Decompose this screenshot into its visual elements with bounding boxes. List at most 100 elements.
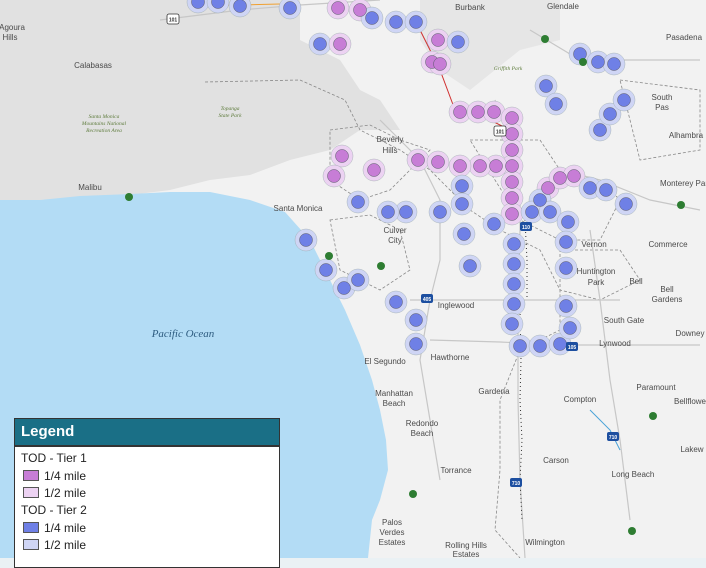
tier2-quarter-buffer[interactable] — [507, 297, 521, 311]
tier2-quarter-buffer[interactable] — [559, 235, 573, 249]
tier1-quarter-buffer[interactable] — [505, 143, 519, 157]
tier2-quarter-buffer[interactable] — [487, 217, 501, 231]
place-manhattan-beach: Beach — [383, 399, 406, 408]
tier2-quarter-buffer[interactable] — [583, 181, 597, 195]
tier2-quarter-buffer[interactable] — [299, 233, 313, 247]
tier2-quarter-buffer[interactable] — [543, 205, 557, 219]
tier1-quarter-buffer[interactable] — [505, 207, 519, 221]
legend-tier1-half: 1/2 mile — [23, 486, 279, 500]
tier2-quarter-buffer[interactable] — [591, 55, 605, 69]
place-rolling-estates: Estates — [453, 550, 480, 558]
shield-110: 110 — [520, 222, 532, 231]
tier1-quarter-buffer[interactable] — [367, 163, 381, 177]
tier2-quarter-buffer[interactable] — [463, 259, 477, 273]
tier2-quarter-buffer[interactable] — [457, 227, 471, 241]
route-marker — [628, 527, 636, 535]
tier2-quarter-buffer[interactable] — [389, 15, 403, 29]
tier2-quarter-buffer[interactable] — [351, 195, 365, 209]
tier2-quarter-buffer[interactable] — [233, 0, 247, 13]
tier2-quarter-buffer[interactable] — [563, 321, 577, 335]
tier2-quarter-buffer[interactable] — [451, 35, 465, 49]
place-inglewood: Inglewood — [438, 301, 474, 310]
tier2-quarter-buffer[interactable] — [365, 11, 379, 25]
tier1-quarter-buffer[interactable] — [505, 159, 519, 173]
tier2-quarter-buffer[interactable] — [455, 179, 469, 193]
tier1-quarter-buffer[interactable] — [431, 155, 445, 169]
tier2-quarter-buffer[interactable] — [507, 237, 521, 251]
tier1-quarter-buffer[interactable] — [487, 105, 501, 119]
tier2-quarter-buffer[interactable] — [593, 123, 607, 137]
place-lynwood: Lynwood — [599, 339, 631, 348]
tier1-quarter-buffer[interactable] — [505, 175, 519, 189]
tier1-half-swatch — [23, 487, 39, 498]
route-marker — [579, 58, 587, 66]
tier2-quarter-buffer[interactable] — [381, 205, 395, 219]
shield-105: 105 — [566, 342, 578, 351]
tier2-quarter-buffer[interactable] — [337, 281, 351, 295]
tier1-quarter-buffer[interactable] — [353, 3, 367, 17]
tier1-quarter-buffer[interactable] — [431, 33, 445, 47]
tier1-quarter-buffer[interactable] — [453, 105, 467, 119]
place-lakewood: Lakew — [680, 445, 703, 454]
tier1-quarter-buffer[interactable] — [505, 191, 519, 205]
tier1-quarter-buffer[interactable] — [567, 169, 581, 183]
tier1-quarter-buffer[interactable] — [505, 111, 519, 125]
tier1-quarter-buffer[interactable] — [489, 159, 503, 173]
tier2-quarter-buffer[interactable] — [559, 299, 573, 313]
tier1-quarter-buffer[interactable] — [553, 171, 567, 185]
tier2-quarter-buffer[interactable] — [549, 97, 563, 111]
tier2-quarter-buffer[interactable] — [513, 339, 527, 353]
tier2-quarter-buffer[interactable] — [525, 205, 539, 219]
tier2-quarter-buffer[interactable] — [211, 0, 225, 9]
tier2-quarter-buffer[interactable] — [409, 15, 423, 29]
tier2-quarter-buffer[interactable] — [607, 57, 621, 71]
legend-title: Legend — [15, 419, 279, 447]
highway-shields: 101 101 405 110 105 710 710 — [125, 13, 685, 535]
tier2-quarter-buffer[interactable] — [319, 263, 333, 277]
tier2-quarter-buffer[interactable] — [505, 317, 519, 331]
legend-tier2-quarter: 1/4 mile — [23, 520, 279, 535]
tier2-quarter-buffer[interactable] — [399, 205, 413, 219]
legend-tier2-half: 1/2 mile — [23, 538, 279, 552]
tier1-quarter-buffer[interactable] — [541, 181, 555, 195]
tier2-quarter-buffer[interactable] — [191, 0, 205, 9]
place-palos-estates: Estates — [379, 538, 406, 547]
place-beverly: Beverly — [377, 135, 404, 144]
tier2-quarter-buffer[interactable] — [283, 1, 297, 15]
tier2-quarter-buffer[interactable] — [603, 107, 617, 121]
tier1-quarter-buffer[interactable] — [411, 153, 425, 167]
tier2-quarter-buffer[interactable] — [313, 37, 327, 51]
tier2-quarter-buffer[interactable] — [539, 79, 553, 93]
tier1-quarter-buffer[interactable] — [333, 37, 347, 51]
tier2-quarter-buffer[interactable] — [617, 93, 631, 107]
tier1-quarter-buffer[interactable] — [471, 105, 485, 119]
tier2-quarter-buffer[interactable] — [409, 337, 423, 351]
tier1-quarter-buffer[interactable] — [453, 159, 467, 173]
tier1-quarter-buffer[interactable] — [433, 57, 447, 71]
tier1-quarter-buffer[interactable] — [335, 149, 349, 163]
tier2-quarter-buffer[interactable] — [389, 295, 403, 309]
park-topanga-1: Topanga — [220, 106, 239, 112]
tier1-quarter-buffer[interactable] — [473, 159, 487, 173]
tier2-quarter-buffer[interactable] — [561, 215, 575, 229]
tier2-quarter-buffer[interactable] — [507, 257, 521, 271]
legend-tier2-quarter-text: 1/4 mile — [44, 520, 87, 535]
tier2-quarter-buffer[interactable] — [455, 197, 469, 211]
tier1-quarter-buffer[interactable] — [331, 1, 345, 15]
place-labels: Burbank Glendale Pasadena Agoura Hills C… — [0, 2, 706, 558]
tier2-quarter-buffer[interactable] — [409, 313, 423, 327]
tier2-quarter-buffer[interactable] — [433, 205, 447, 219]
tier2-quarter-buffer[interactable] — [351, 273, 365, 287]
tier2-quarter-buffer[interactable] — [533, 193, 547, 207]
tier1-quarter-buffer[interactable] — [327, 169, 341, 183]
tier2-quarter-buffer[interactable] — [599, 183, 613, 197]
legend-tier1-quarter-text: 1/4 mile — [44, 468, 87, 483]
tier1-quarter-buffer[interactable] — [505, 127, 519, 141]
tier2-quarter-buffer[interactable] — [619, 197, 633, 211]
place-malibu: Malibu — [78, 183, 102, 192]
tier2-quarter-buffer[interactable] — [559, 261, 573, 275]
tier2-quarter-buffer[interactable] — [553, 337, 567, 351]
tier2-quarter-buffer[interactable] — [533, 339, 547, 353]
tier2-quarter-buffer[interactable] — [507, 277, 521, 291]
